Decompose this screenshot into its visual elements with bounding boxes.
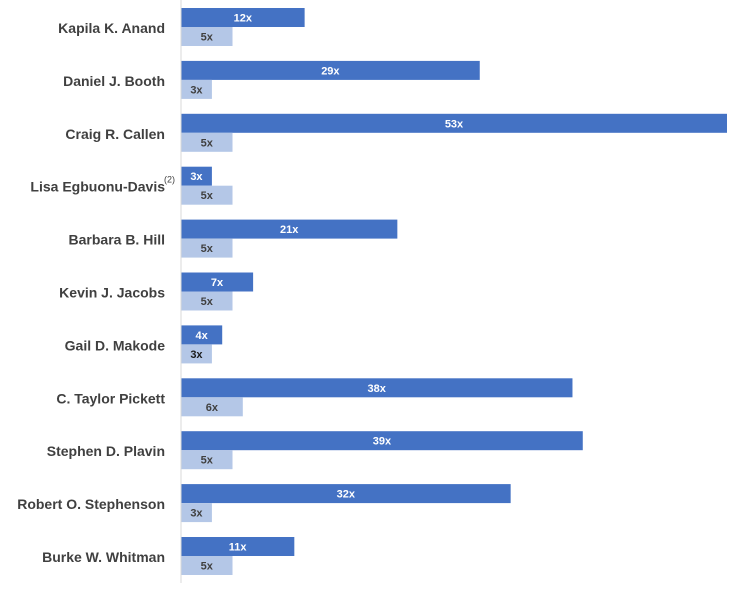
category-label-daniel-j-booth: Daniel J. Booth [63,73,165,89]
category-note-lisa-egbuonu-davis: (2) [164,175,175,185]
data-label-s1-stephen-d-plavin: 39x [373,436,392,448]
bar-s1-burke-w-whitman [181,537,295,556]
category-label-barbara-b-hill: Barbara B. Hill [69,232,165,248]
category-label-kapila-k-anand: Kapila K. Anand [58,20,165,36]
data-label-s2-gail-d-makode: 3x [190,349,203,361]
data-label-s1-barbara-b-hill: 21x [280,224,299,236]
bar-s2-barbara-b-hill [181,238,233,258]
data-label-s1-craig-r-callen: 53x [445,118,464,130]
bar-s1-lisa-egbuonu-davis [181,166,212,186]
bars-layer [181,8,727,575]
bar-s2-craig-r-callen [181,132,233,152]
bar-s2-daniel-j-booth [181,79,212,99]
data-label-s2-lisa-egbuonu-davis: 5x [201,190,214,202]
labels-layer: Kapila K. Anand 12x 5x Daniel J. Booth 29x 3x… [17,13,464,573]
data-label-s2-robert-o-stephenson: 3x [190,508,203,520]
data-label-s2-burke-w-whitman: 5x [201,561,214,573]
data-label-s1-kapila-k-anand: 12x [234,13,253,25]
bar-s2-burke-w-whitman [181,556,233,575]
data-label-s1-lisa-egbuonu-davis: 3x [190,171,203,183]
category-label-burke-w-whitman: Burke W. Whitman [42,549,165,565]
bar-s1-c-taylor-pickett [181,378,573,398]
bar-s1-daniel-j-booth [181,60,480,80]
bar-s1-barbara-b-hill [181,219,398,239]
data-label-s1-robert-o-stephenson: 32x [337,489,356,501]
category-label-robert-o-stephenson: Robert O. Stephenson [17,496,165,512]
category-label-lisa-egbuonu-davis: Lisa Egbuonu-Davis [30,179,165,195]
data-label-s1-kevin-j-jacobs: 7x [211,277,224,289]
bar-s2-lisa-egbuonu-davis [181,185,233,205]
data-label-s2-daniel-j-booth: 3x [190,84,203,96]
bar-s1-stephen-d-plavin [181,431,583,451]
data-label-s2-stephen-d-plavin: 5x [201,455,214,467]
bar-s2-gail-d-makode [181,344,212,364]
data-label-s1-gail-d-makode: 4x [195,330,208,342]
bar-s1-kevin-j-jacobs [181,272,254,292]
bar-s2-robert-o-stephenson [181,503,212,523]
category-label-stephen-d-plavin: Stephen D. Plavin [47,443,165,459]
data-label-s2-kapila-k-anand: 5x [201,32,214,44]
bar-s2-kevin-j-jacobs [181,291,233,311]
data-label-s2-kevin-j-jacobs: 5x [201,296,214,308]
data-label-s1-c-taylor-pickett: 38x [368,383,387,395]
bar-s1-gail-d-makode [181,325,223,345]
bar-s1-robert-o-stephenson [181,484,511,504]
category-label-c-taylor-pickett: C. Taylor Pickett [56,390,165,406]
data-label-s1-burke-w-whitman: 11x [229,542,248,554]
category-label-kevin-j-jacobs: Kevin J. Jacobs [59,285,165,301]
category-label-craig-r-callen: Craig R. Callen [65,126,165,142]
bar-s2-c-taylor-pickett [181,397,243,417]
data-label-s2-c-taylor-pickett: 6x [206,402,219,414]
data-label-s2-barbara-b-hill: 5x [201,243,214,255]
bar-s2-stephen-d-plavin [181,450,233,470]
bar-s1-craig-r-callen [181,113,727,133]
bar-s2-kapila-k-anand [181,27,233,46]
data-label-s2-craig-r-callen: 5x [201,137,214,149]
category-label-gail-d-makode: Gail D. Makode [65,337,166,353]
data-label-s1-daniel-j-booth: 29x [321,65,340,77]
bar-s1-kapila-k-anand [181,8,305,27]
